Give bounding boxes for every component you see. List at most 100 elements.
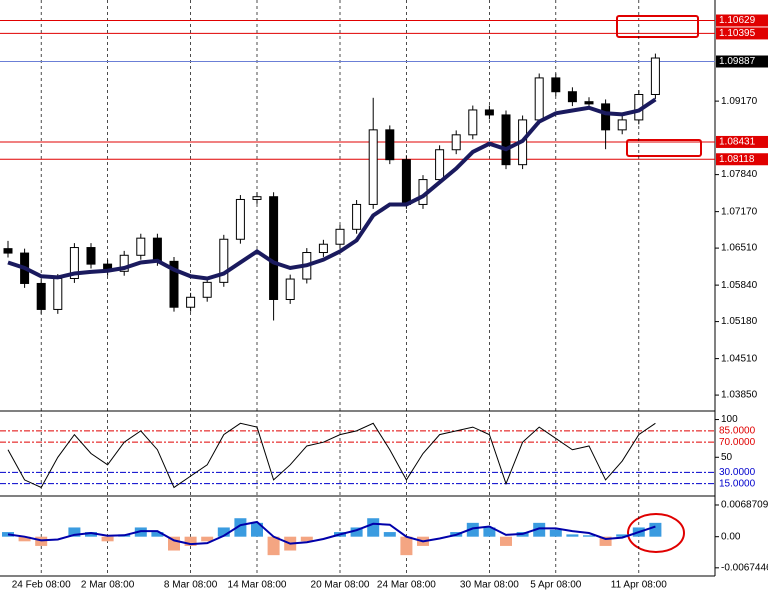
candle-body — [567, 91, 577, 103]
moving-average — [7, 97, 657, 281]
histogram-bar — [217, 527, 230, 537]
level-label: 85.0000 — [719, 426, 756, 437]
candle-body — [335, 228, 345, 245]
x-tick-label: 24 Mar 08:00 — [377, 580, 436, 591]
histogram-bar — [400, 536, 413, 556]
histogram-bar — [483, 527, 496, 537]
level-label-bg — [716, 27, 768, 40]
candle-body — [551, 77, 561, 93]
candle-body — [269, 196, 279, 300]
y-tick-label: 1.07170 — [721, 206, 758, 217]
candle-body — [650, 57, 660, 95]
y-tick-label: 100 — [721, 414, 738, 425]
y-tick-label: 1.05840 — [721, 280, 758, 291]
histogram-bar — [85, 532, 97, 537]
signal-line — [7, 520, 656, 546]
histogram-bar — [267, 536, 280, 556]
candle-body — [401, 159, 411, 205]
annotation-box — [626, 139, 702, 157]
candle-body — [601, 103, 611, 131]
annotation-box — [616, 15, 699, 38]
oscillator-line — [7, 422, 656, 489]
x-tick-label: 20 Mar 08:00 — [311, 580, 370, 591]
histogram-bar — [500, 536, 512, 546]
candle-body — [219, 238, 229, 283]
level-label: 70.0000 — [719, 437, 756, 448]
candle-body — [484, 109, 494, 116]
y-tick-label: 1.03850 — [721, 390, 758, 401]
candle-body — [3, 248, 13, 254]
candle-body — [584, 101, 594, 105]
histogram-bar — [616, 534, 629, 537]
histogram-bar — [68, 527, 81, 537]
candle-body — [368, 129, 378, 205]
level-label: 1.10629 — [719, 15, 756, 26]
x-tick-label: 11 Apr 08:00 — [611, 580, 667, 591]
level-label-bg — [716, 153, 768, 166]
histogram-bar — [251, 522, 263, 537]
histogram-bar — [300, 536, 313, 542]
histogram-bar — [2, 532, 14, 537]
y-tick-label: 1.06510 — [721, 243, 758, 254]
x-tick-label: 14 Mar 08:00 — [228, 580, 287, 591]
y-tick-label: 1.04510 — [721, 353, 758, 364]
candle-body — [468, 109, 478, 136]
candle-body — [501, 114, 511, 166]
x-tick-label: 2 Mar 08:00 — [81, 580, 135, 591]
histogram-bar — [101, 536, 114, 542]
annotation-circle — [627, 513, 685, 553]
candle-body — [534, 77, 544, 121]
candle-body — [152, 237, 162, 262]
histogram-bar — [599, 536, 612, 546]
level-label-bg — [716, 135, 768, 148]
y-tick-label: -0.0067446 — [721, 562, 768, 573]
level-label: 1.10395 — [719, 28, 756, 39]
histogram-bar — [184, 536, 197, 546]
candle-body — [169, 260, 179, 308]
y-tick-label: 1.09170 — [721, 96, 758, 107]
level-label: 1.09887 — [719, 56, 756, 67]
histogram-bar — [549, 529, 562, 537]
candle-body — [186, 296, 196, 308]
candle-body — [252, 196, 262, 200]
y-tick-label: 0.00 — [721, 531, 741, 542]
level-label-bg — [716, 14, 768, 27]
candle-body — [435, 149, 445, 181]
y-tick-label: 50 — [721, 452, 733, 463]
histogram-bar — [533, 522, 546, 537]
histogram-bar — [151, 532, 164, 537]
candle-body — [119, 254, 129, 272]
candle-body — [69, 247, 79, 279]
y-tick-label: 0.0068709 — [721, 500, 768, 511]
x-tick-label: 24 Feb 08:00 — [12, 580, 71, 591]
level-label: 1.08118 — [719, 154, 755, 165]
level-label: 15.0000 — [719, 478, 756, 489]
candle-body — [136, 237, 146, 256]
candle-body — [352, 203, 362, 230]
histogram-bar — [583, 535, 595, 537]
histogram-bar — [649, 522, 662, 537]
candle-body — [235, 198, 245, 240]
x-tick-label: 30 Mar 08:00 — [460, 580, 519, 591]
y-tick-label: 1.07840 — [721, 169, 758, 180]
candle-body — [202, 281, 212, 298]
histogram-bar — [350, 527, 363, 537]
level-label-bg — [716, 55, 768, 68]
candle-body — [285, 278, 295, 300]
x-tick-label: 5 Apr 08:00 — [530, 580, 582, 591]
candle-body — [53, 277, 63, 310]
candle-body — [36, 282, 46, 310]
histogram-bar — [466, 522, 479, 537]
histogram-bar — [566, 534, 579, 537]
histogram-bar — [201, 536, 214, 542]
candle-body — [318, 243, 328, 254]
histogram-bar — [234, 518, 247, 537]
level-label: 30.0000 — [719, 467, 756, 478]
x-tick-label: 8 Mar 08:00 — [164, 580, 218, 591]
histogram-bar — [367, 518, 380, 537]
candle-body — [617, 119, 627, 131]
candle-body — [86, 247, 96, 265]
histogram-bar — [383, 532, 396, 537]
